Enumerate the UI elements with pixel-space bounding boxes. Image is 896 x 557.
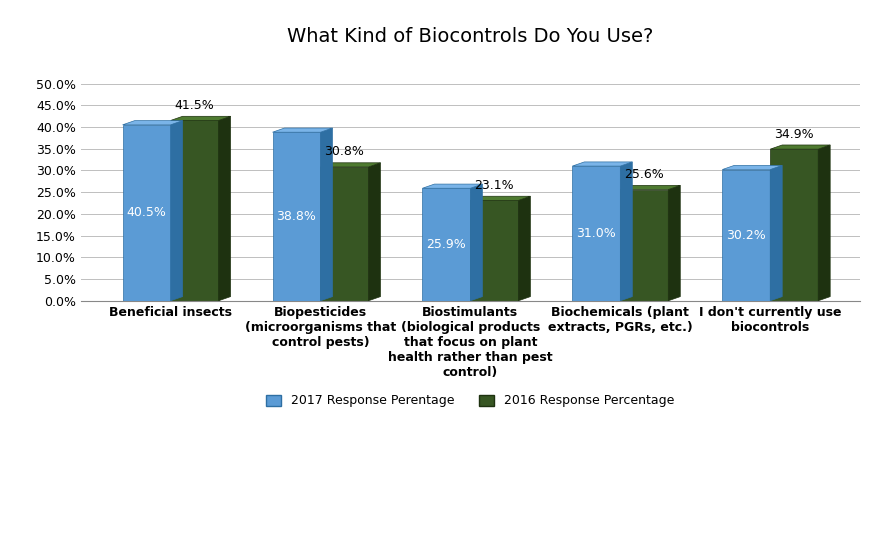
- Polygon shape: [722, 169, 771, 301]
- Polygon shape: [123, 125, 170, 301]
- Polygon shape: [771, 149, 818, 301]
- Title: What Kind of Biocontrols Do You Use?: What Kind of Biocontrols Do You Use?: [288, 27, 653, 46]
- Polygon shape: [771, 165, 782, 301]
- Text: 40.5%: 40.5%: [126, 206, 167, 219]
- Legend: 2017 Response Perentage, 2016 Response Percentage: 2017 Response Perentage, 2016 Response P…: [266, 394, 675, 408]
- Polygon shape: [668, 185, 680, 301]
- Polygon shape: [519, 196, 530, 301]
- Polygon shape: [123, 121, 183, 125]
- Text: 30.8%: 30.8%: [324, 145, 365, 158]
- Polygon shape: [620, 185, 680, 189]
- Polygon shape: [422, 184, 482, 188]
- Text: 30.2%: 30.2%: [727, 229, 766, 242]
- Text: 41.5%: 41.5%: [175, 99, 214, 112]
- Polygon shape: [470, 184, 482, 301]
- Polygon shape: [818, 145, 831, 301]
- Text: 23.1%: 23.1%: [475, 179, 514, 192]
- Polygon shape: [573, 162, 633, 166]
- Polygon shape: [272, 128, 332, 132]
- Polygon shape: [170, 120, 219, 301]
- Polygon shape: [321, 163, 381, 167]
- Text: 25.9%: 25.9%: [426, 238, 466, 251]
- Text: 25.6%: 25.6%: [625, 168, 664, 181]
- Polygon shape: [170, 121, 183, 301]
- Polygon shape: [573, 166, 620, 301]
- Polygon shape: [321, 167, 368, 301]
- Text: 31.0%: 31.0%: [576, 227, 616, 240]
- Polygon shape: [422, 188, 470, 301]
- Text: 34.9%: 34.9%: [774, 128, 814, 140]
- Text: 38.8%: 38.8%: [277, 210, 316, 223]
- Polygon shape: [470, 196, 530, 201]
- Polygon shape: [620, 189, 668, 301]
- Polygon shape: [321, 128, 332, 301]
- Polygon shape: [219, 116, 230, 301]
- Polygon shape: [722, 165, 782, 169]
- Polygon shape: [470, 201, 519, 301]
- Polygon shape: [170, 116, 230, 120]
- Polygon shape: [272, 132, 321, 301]
- Polygon shape: [620, 162, 633, 301]
- Polygon shape: [368, 163, 381, 301]
- Polygon shape: [771, 145, 831, 149]
